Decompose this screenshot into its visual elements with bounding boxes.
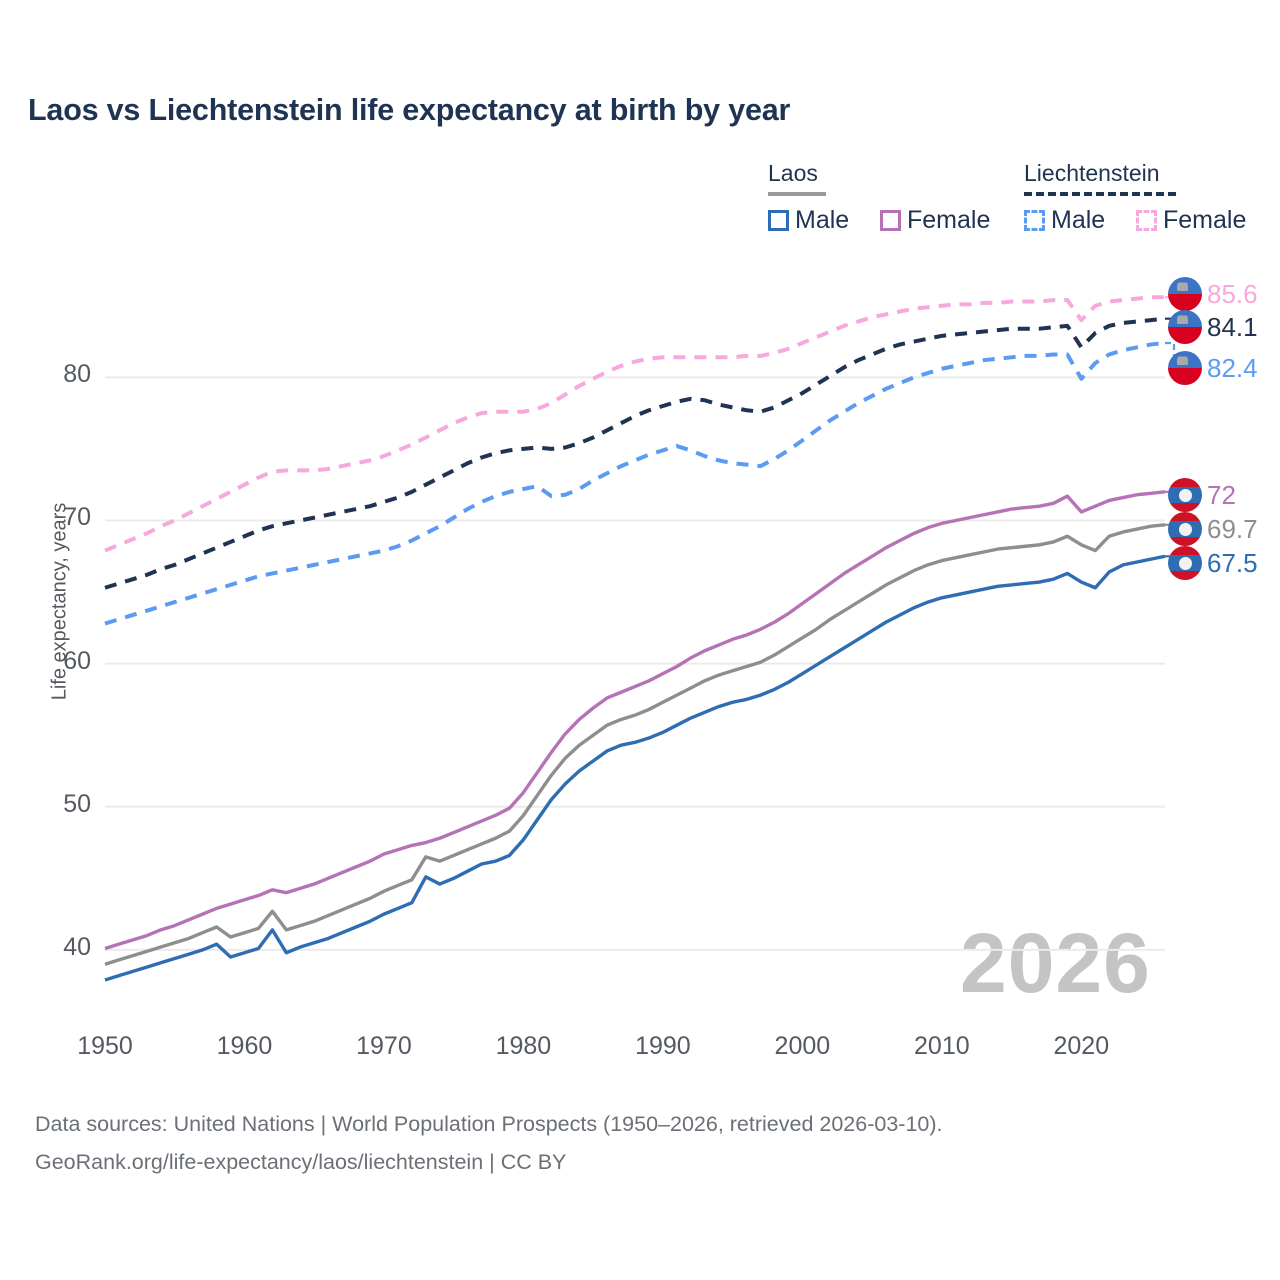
end-label-value: 72 xyxy=(1207,479,1236,510)
end-label-liechtenstein-total: 84.1 xyxy=(1168,310,1258,344)
series-line-laos-female xyxy=(104,490,1166,951)
legend-item-label: Male xyxy=(1051,206,1106,234)
x-axis-tick-label: 2020 xyxy=(1053,1032,1110,1060)
legend-item-label: Female xyxy=(907,206,991,234)
series-line-liechtenstein-female xyxy=(104,295,1165,553)
footer: Data sources: United Nations | World Pop… xyxy=(35,1105,943,1181)
series-line-liechtenstein-male xyxy=(104,341,1166,626)
end-label-value: 84.1 xyxy=(1207,311,1258,342)
legend-swatch-icon xyxy=(1024,210,1045,231)
legend-group-laos-underline xyxy=(768,192,826,196)
legend-swatch-icon xyxy=(1136,210,1157,231)
chart-legend: Laos Liechtenstein Male Female Male Fema… xyxy=(760,160,1260,250)
legend-group-laos-title: Laos xyxy=(768,160,818,186)
y-axis-title: Life expectancy, years xyxy=(48,502,71,701)
liechtenstein-flag-icon xyxy=(1168,277,1202,311)
legend-item-laos-female[interactable]: Female xyxy=(880,206,990,235)
end-label-value: 67.5 xyxy=(1207,547,1258,578)
series-line-laos-total xyxy=(104,523,1166,966)
page-title: Laos vs Liechtenstein life expectancy at… xyxy=(28,93,791,127)
x-axis-tick-label: 1990 xyxy=(635,1032,691,1060)
y-axis-tick-label: 50 xyxy=(63,789,91,818)
y-axis-tick-label: 60 xyxy=(63,646,91,675)
laos-flag-icon xyxy=(1168,512,1202,546)
legend-swatch-icon xyxy=(768,210,789,231)
series-lines xyxy=(104,295,1166,982)
liechtenstein-flag-icon xyxy=(1168,310,1202,344)
x-axis-tick-label: 2000 xyxy=(774,1032,831,1060)
end-label-value: 85.6 xyxy=(1207,278,1258,309)
legend-item-laos-male[interactable]: Male xyxy=(768,206,849,235)
y-axis-tick-label: 80 xyxy=(63,360,91,389)
end-label-value: 69.7 xyxy=(1207,513,1258,544)
laos-flag-icon xyxy=(1168,546,1202,580)
y-axis-tick-label: 70 xyxy=(63,503,91,532)
legend-item-label: Female xyxy=(1163,206,1247,234)
end-label-liechtenstein-male: 82.4 xyxy=(1168,351,1258,385)
liechtenstein-flag-icon xyxy=(1168,351,1202,385)
series-line-laos-male xyxy=(104,554,1166,982)
laos-flag-icon xyxy=(1168,478,1202,512)
legend-item-liechtenstein-female[interactable]: Female xyxy=(1136,206,1246,235)
gridlines xyxy=(105,376,1165,951)
legend-swatch-icon xyxy=(880,210,901,231)
legend-item-label: Male xyxy=(795,206,850,234)
legend-group-liechtenstein-underline xyxy=(1024,192,1176,196)
x-axis-tick-label: 1970 xyxy=(356,1032,412,1060)
x-axis-tick-label: 1960 xyxy=(216,1032,273,1060)
end-label-laos-female: 72 xyxy=(1168,478,1236,512)
footer-sources: Data sources: United Nations | World Pop… xyxy=(35,1112,943,1136)
y-axis-tick-label: 40 xyxy=(63,932,91,961)
end-label-value: 82.4 xyxy=(1207,352,1258,383)
end-label-liechtenstein-female: 85.6 xyxy=(1168,277,1258,311)
footer-attribution: GeoRank.org/life-expectancy/laos/liechte… xyxy=(35,1150,567,1174)
legend-group-liechtenstein-title: Liechtenstein xyxy=(1024,160,1160,186)
end-label-laos-male: 67.5 xyxy=(1168,546,1258,580)
legend-item-liechtenstein-male[interactable]: Male xyxy=(1024,206,1105,235)
x-axis-tick-label: 1980 xyxy=(495,1032,552,1060)
end-label-laos-total: 69.7 xyxy=(1168,512,1258,546)
year-watermark: 2026 xyxy=(960,916,1151,1010)
x-axis-tick-label: 2010 xyxy=(914,1032,970,1060)
x-axis-tick-label: 1950 xyxy=(77,1032,133,1060)
